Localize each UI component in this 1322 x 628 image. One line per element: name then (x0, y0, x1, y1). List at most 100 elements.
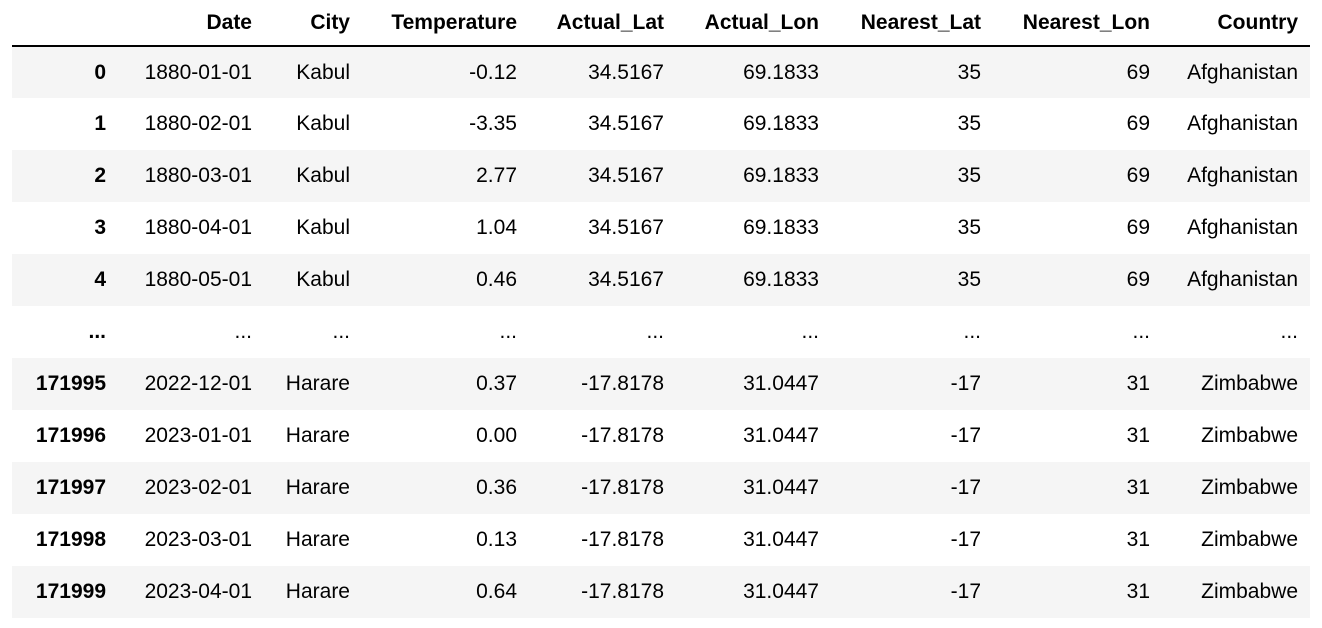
cell-nearest-lon: ... (1132, 320, 1150, 343)
cell-actual-lon: 69.1833 (743, 216, 819, 239)
cell-nearest-lon: 31 (1126, 372, 1150, 395)
dataframe-table: Date City Temperature Actual_Lat Actual_… (12, 0, 1310, 618)
cell-city: ... (332, 320, 350, 343)
cell-city: Harare (285, 528, 350, 551)
cell-temperature: 0.13 (476, 528, 517, 551)
cell-actual-lat: -17.8178 (581, 476, 664, 499)
cell-date: 2023-03-01 (144, 528, 252, 551)
cell-actual-lat: 34.5167 (588, 112, 664, 135)
row-index: 171996 (35, 424, 106, 447)
column-header-actual-lat: Actual_Lat (529, 0, 676, 47)
cell-nearest-lat: -17 (950, 528, 981, 551)
cell-actual-lat: ... (646, 320, 664, 343)
cell-actual-lon: 69.1833 (743, 268, 819, 291)
cell-country: Afghanistan (1187, 268, 1298, 291)
cell-nearest-lat: -17 (950, 476, 981, 499)
table-row: 4 1880-05-01 Kabul 0.46 34.5167 69.1833 35 69 Af… (12, 254, 1310, 306)
column-header-country: Country (1162, 0, 1310, 47)
cell-nearest-lon: 69 (1126, 216, 1150, 239)
cell-date: 1880-04-01 (144, 216, 252, 239)
cell-country: Zimbabwe (1201, 580, 1298, 603)
cell-city: Kabul (296, 216, 350, 239)
table-row: 171995 2022-12-01 Harare 0.37 -17.8178 31.044… (12, 358, 1310, 410)
cell-city: Harare (285, 476, 350, 499)
column-header-city: City (264, 0, 362, 47)
cell-city: Kabul (296, 112, 350, 135)
column-header-index (12, 0, 118, 47)
cell-actual-lon: ... (801, 320, 819, 343)
cell-actual-lat: -17.8178 (581, 580, 664, 603)
cell-date: 1880-05-01 (144, 268, 252, 291)
cell-actual-lon: 69.1833 (743, 112, 819, 135)
row-index: ... (88, 320, 106, 343)
column-header-nearest-lon: Nearest_Lon (993, 0, 1162, 47)
cell-actual-lon: 69.1833 (743, 164, 819, 187)
table-row: 171997 2023-02-01 Harare 0.36 -17.8178 31.044… (12, 462, 1310, 514)
cell-nearest-lon: 69 (1126, 164, 1150, 187)
cell-actual-lat: -17.8178 (581, 372, 664, 395)
cell-temperature: 0.00 (476, 424, 517, 447)
row-index: 4 (94, 268, 106, 291)
row-index: 171998 (35, 528, 106, 551)
cell-country: Zimbabwe (1201, 372, 1298, 395)
row-index: 1 (94, 112, 106, 135)
cell-nearest-lon: 69 (1126, 268, 1150, 291)
table-row: 2 1880-03-01 Kabul 2.77 34.5167 69.1833 35 69 Af… (12, 150, 1310, 202)
row-index: 0 (94, 60, 106, 84)
table-body: 0 1880-01-01 Kabul -0.12 34.5167 69.1833 35 69 A… (12, 46, 1310, 618)
cell-nearest-lat: 35 (957, 216, 981, 239)
cell-nearest-lat: -17 (950, 424, 981, 447)
cell-nearest-lon: 31 (1126, 580, 1150, 603)
cell-actual-lat: -17.8178 (581, 424, 664, 447)
cell-temperature: 0.37 (476, 372, 517, 395)
cell-nearest-lon: 69 (1126, 60, 1150, 84)
table-row: 171999 2023-04-01 Harare 0.64 -17.8178 31.044… (12, 566, 1310, 618)
cell-temperature: ... (499, 320, 517, 343)
table-row: 0 1880-01-01 Kabul -0.12 34.5167 69.1833 35 69 A… (12, 46, 1310, 98)
cell-temperature: 2.77 (476, 164, 517, 187)
cell-city: Kabul (296, 268, 350, 291)
cell-temperature: 0.64 (476, 580, 517, 603)
cell-country: Zimbabwe (1201, 528, 1298, 551)
cell-nearest-lat: -17 (950, 580, 981, 603)
cell-actual-lon: 31.0447 (743, 528, 819, 551)
cell-actual-lat: 34.5167 (588, 216, 664, 239)
table-header: Date City Temperature Actual_Lat Actual_… (12, 0, 1310, 47)
cell-date: 2023-01-01 (144, 424, 252, 447)
cell-actual-lat: 34.5167 (588, 60, 664, 84)
cell-country: ... (1280, 320, 1298, 343)
cell-nearest-lat: 35 (957, 112, 981, 135)
cell-date: 2023-02-01 (144, 476, 252, 499)
cell-temperature: 0.46 (476, 268, 517, 291)
cell-actual-lat: 34.5167 (588, 164, 664, 187)
table-row: 1 1880-02-01 Kabul -3.35 34.5167 69.1833 35 69 A… (12, 98, 1310, 150)
cell-nearest-lon: 31 (1126, 476, 1150, 499)
cell-city: Harare (285, 580, 350, 603)
cell-country: Afghanistan (1187, 112, 1298, 135)
cell-actual-lon: 69.1833 (743, 60, 819, 84)
header-row: Date City Temperature Actual_Lat Actual_… (12, 0, 1310, 47)
cell-actual-lat: 34.5167 (588, 268, 664, 291)
cell-country: Afghanistan (1187, 216, 1298, 239)
cell-actual-lat: -17.8178 (581, 528, 664, 551)
row-index: 171995 (35, 372, 106, 395)
cell-date: 2023-04-01 (144, 580, 252, 603)
cell-nearest-lon: 31 (1126, 424, 1150, 447)
cell-actual-lon: 31.0447 (743, 424, 819, 447)
cell-nearest-lat: ... (963, 320, 981, 343)
cell-country: Afghanistan (1187, 164, 1298, 187)
cell-date: 1880-01-01 (144, 60, 252, 84)
cell-city: Kabul (296, 60, 350, 84)
row-index: 3 (94, 216, 106, 239)
cell-nearest-lat: 35 (957, 268, 981, 291)
cell-nearest-lat: 35 (957, 164, 981, 187)
column-header-date: Date (118, 0, 264, 47)
row-index: 171999 (35, 580, 106, 603)
row-index: 171997 (35, 476, 106, 499)
cell-actual-lon: 31.0447 (743, 372, 819, 395)
cell-date: 2022-12-01 (144, 372, 252, 395)
table-row: 3 1880-04-01 Kabul 1.04 34.5167 69.1833 35 69 Af… (12, 202, 1310, 254)
cell-city: Harare (285, 424, 350, 447)
cell-temperature: 1.04 (476, 216, 517, 239)
